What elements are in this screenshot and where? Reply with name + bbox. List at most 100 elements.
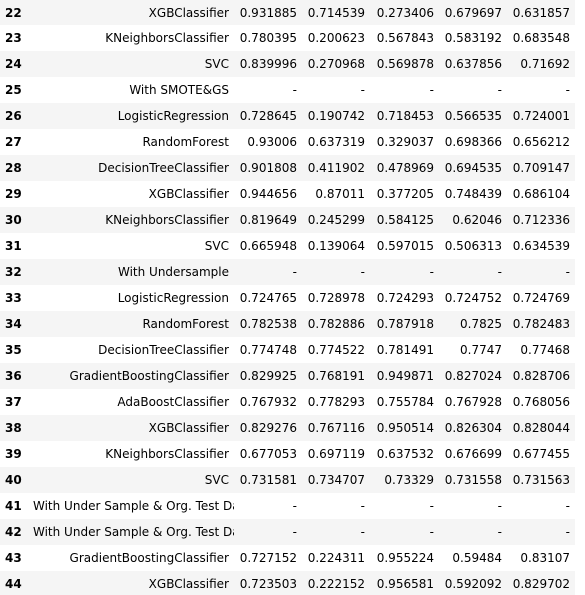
- table-row: 26 LogisticRegression 0.728645 0.190742 0.71…: [0, 103, 575, 129]
- metric-cell: 0.931885: [234, 0, 302, 25]
- row-index: 22: [0, 0, 28, 25]
- metric-cell: -: [370, 493, 439, 519]
- metric-cell: 0.718453: [370, 103, 439, 129]
- table-row: 35 DecisionTreeClassifier 0.774748 0.774522…: [0, 337, 575, 363]
- row-index: 34: [0, 311, 28, 337]
- metric-cell: 0.679697: [439, 0, 507, 25]
- metric-cell: -: [370, 259, 439, 285]
- metric-cell: 0.724769: [507, 285, 575, 311]
- metric-cell: 0.224311: [302, 545, 370, 571]
- metric-cell: 0.787918: [370, 311, 439, 337]
- model-name-cell: RandomForest: [28, 129, 234, 155]
- metric-cell: 0.839996: [234, 51, 302, 77]
- metric-cell: 0.637856: [439, 51, 507, 77]
- metric-cell: -: [507, 493, 575, 519]
- metric-cell: -: [370, 519, 439, 545]
- metric-cell: 0.768056: [507, 389, 575, 415]
- row-index: 38: [0, 415, 28, 441]
- metric-cell: 0.828706: [507, 363, 575, 389]
- metric-cell: 0.782538: [234, 311, 302, 337]
- metric-cell: -: [302, 493, 370, 519]
- metric-cell: 0.782483: [507, 311, 575, 337]
- model-name-cell: KNeighborsClassifier: [28, 207, 234, 233]
- metric-cell: 0.686104: [507, 181, 575, 207]
- metric-cell: 0.829702: [507, 571, 575, 595]
- table-row: 25 With SMOTE&GS - - - - -: [0, 77, 575, 103]
- metric-cell: 0.731563: [507, 467, 575, 493]
- table-row: 44 XGBClassifier 0.723503 0.222152 0.956581 0…: [0, 571, 575, 595]
- metric-cell: 0.714539: [302, 0, 370, 25]
- metric-cell: 0.731558: [439, 467, 507, 493]
- table-row: 28 DecisionTreeClassifier 0.901808 0.411902…: [0, 155, 575, 181]
- row-index: 24: [0, 51, 28, 77]
- metric-cell: 0.597015: [370, 233, 439, 259]
- row-index: 44: [0, 571, 28, 595]
- table-row: 32 With Undersample - - - - -: [0, 259, 575, 285]
- metric-cell: 0.767928: [439, 389, 507, 415]
- metric-cell: 0.901808: [234, 155, 302, 181]
- metric-cell: 0.83107: [507, 545, 575, 571]
- metric-cell: 0.222152: [302, 571, 370, 595]
- model-name-cell: XGBClassifier: [28, 0, 234, 25]
- model-name-cell: XGBClassifier: [28, 415, 234, 441]
- row-index: 26: [0, 103, 28, 129]
- metric-cell: 0.637319: [302, 129, 370, 155]
- metric-cell: 0.200623: [302, 25, 370, 51]
- metric-cell: -: [234, 77, 302, 103]
- table-row: 31 SVC 0.665948 0.139064 0.597015 0.506313 0.6…: [0, 233, 575, 259]
- metric-cell: 0.677455: [507, 441, 575, 467]
- metric-cell: 0.584125: [370, 207, 439, 233]
- metric-cell: 0.768191: [302, 363, 370, 389]
- metric-cell: -: [234, 259, 302, 285]
- metric-cell: 0.59484: [439, 545, 507, 571]
- metric-cell: 0.944656: [234, 181, 302, 207]
- table-row: 36 GradientBoostingClassifier 0.829925 0.76…: [0, 363, 575, 389]
- metric-cell: 0.774748: [234, 337, 302, 363]
- metric-cell: 0.631857: [507, 0, 575, 25]
- metric-cell: 0.634539: [507, 233, 575, 259]
- metric-cell: 0.683548: [507, 25, 575, 51]
- metric-cell: 0.826304: [439, 415, 507, 441]
- metric-cell: 0.656212: [507, 129, 575, 155]
- metric-cell: 0.731581: [234, 467, 302, 493]
- model-name-cell: XGBClassifier: [28, 181, 234, 207]
- metric-cell: 0.478969: [370, 155, 439, 181]
- metric-cell: 0.781491: [370, 337, 439, 363]
- metric-cell: 0.778293: [302, 389, 370, 415]
- table-row: 37 AdaBoostClassifier 0.767932 0.778293 0.75…: [0, 389, 575, 415]
- metric-cell: 0.709147: [507, 155, 575, 181]
- metric-cell: -: [439, 77, 507, 103]
- row-index: 43: [0, 545, 28, 571]
- metric-cell: -: [234, 493, 302, 519]
- metric-cell: 0.780395: [234, 25, 302, 51]
- metric-cell: 0.273406: [370, 0, 439, 25]
- row-index: 27: [0, 129, 28, 155]
- row-index: 30: [0, 207, 28, 233]
- table-row: 27 RandomForest 0.93006 0.637319 0.329037 0.6…: [0, 129, 575, 155]
- metric-cell: 0.829276: [234, 415, 302, 441]
- metric-cell: 0.829925: [234, 363, 302, 389]
- metric-cell: 0.767932: [234, 389, 302, 415]
- table-row: 24 SVC 0.839996 0.270968 0.569878 0.637856 0.7…: [0, 51, 575, 77]
- table-row: 22 XGBClassifier 0.931885 0.714539 0.273406 0…: [0, 0, 575, 25]
- metric-cell: 0.828044: [507, 415, 575, 441]
- metric-cell: 0.724293: [370, 285, 439, 311]
- metric-cell: 0.724765: [234, 285, 302, 311]
- metric-cell: 0.774522: [302, 337, 370, 363]
- metric-cell: 0.677053: [234, 441, 302, 467]
- model-name-cell: LogisticRegression: [28, 103, 234, 129]
- metric-cell: 0.767116: [302, 415, 370, 441]
- metric-cell: 0.949871: [370, 363, 439, 389]
- metric-cell: 0.748439: [439, 181, 507, 207]
- metric-cell: 0.245299: [302, 207, 370, 233]
- metric-cell: 0.697119: [302, 441, 370, 467]
- metric-cell: 0.827024: [439, 363, 507, 389]
- metric-cell: 0.270968: [302, 51, 370, 77]
- metric-cell: -: [507, 77, 575, 103]
- metric-cell: 0.819649: [234, 207, 302, 233]
- metric-cell: 0.724752: [439, 285, 507, 311]
- row-index: 25: [0, 77, 28, 103]
- metric-cell: 0.782886: [302, 311, 370, 337]
